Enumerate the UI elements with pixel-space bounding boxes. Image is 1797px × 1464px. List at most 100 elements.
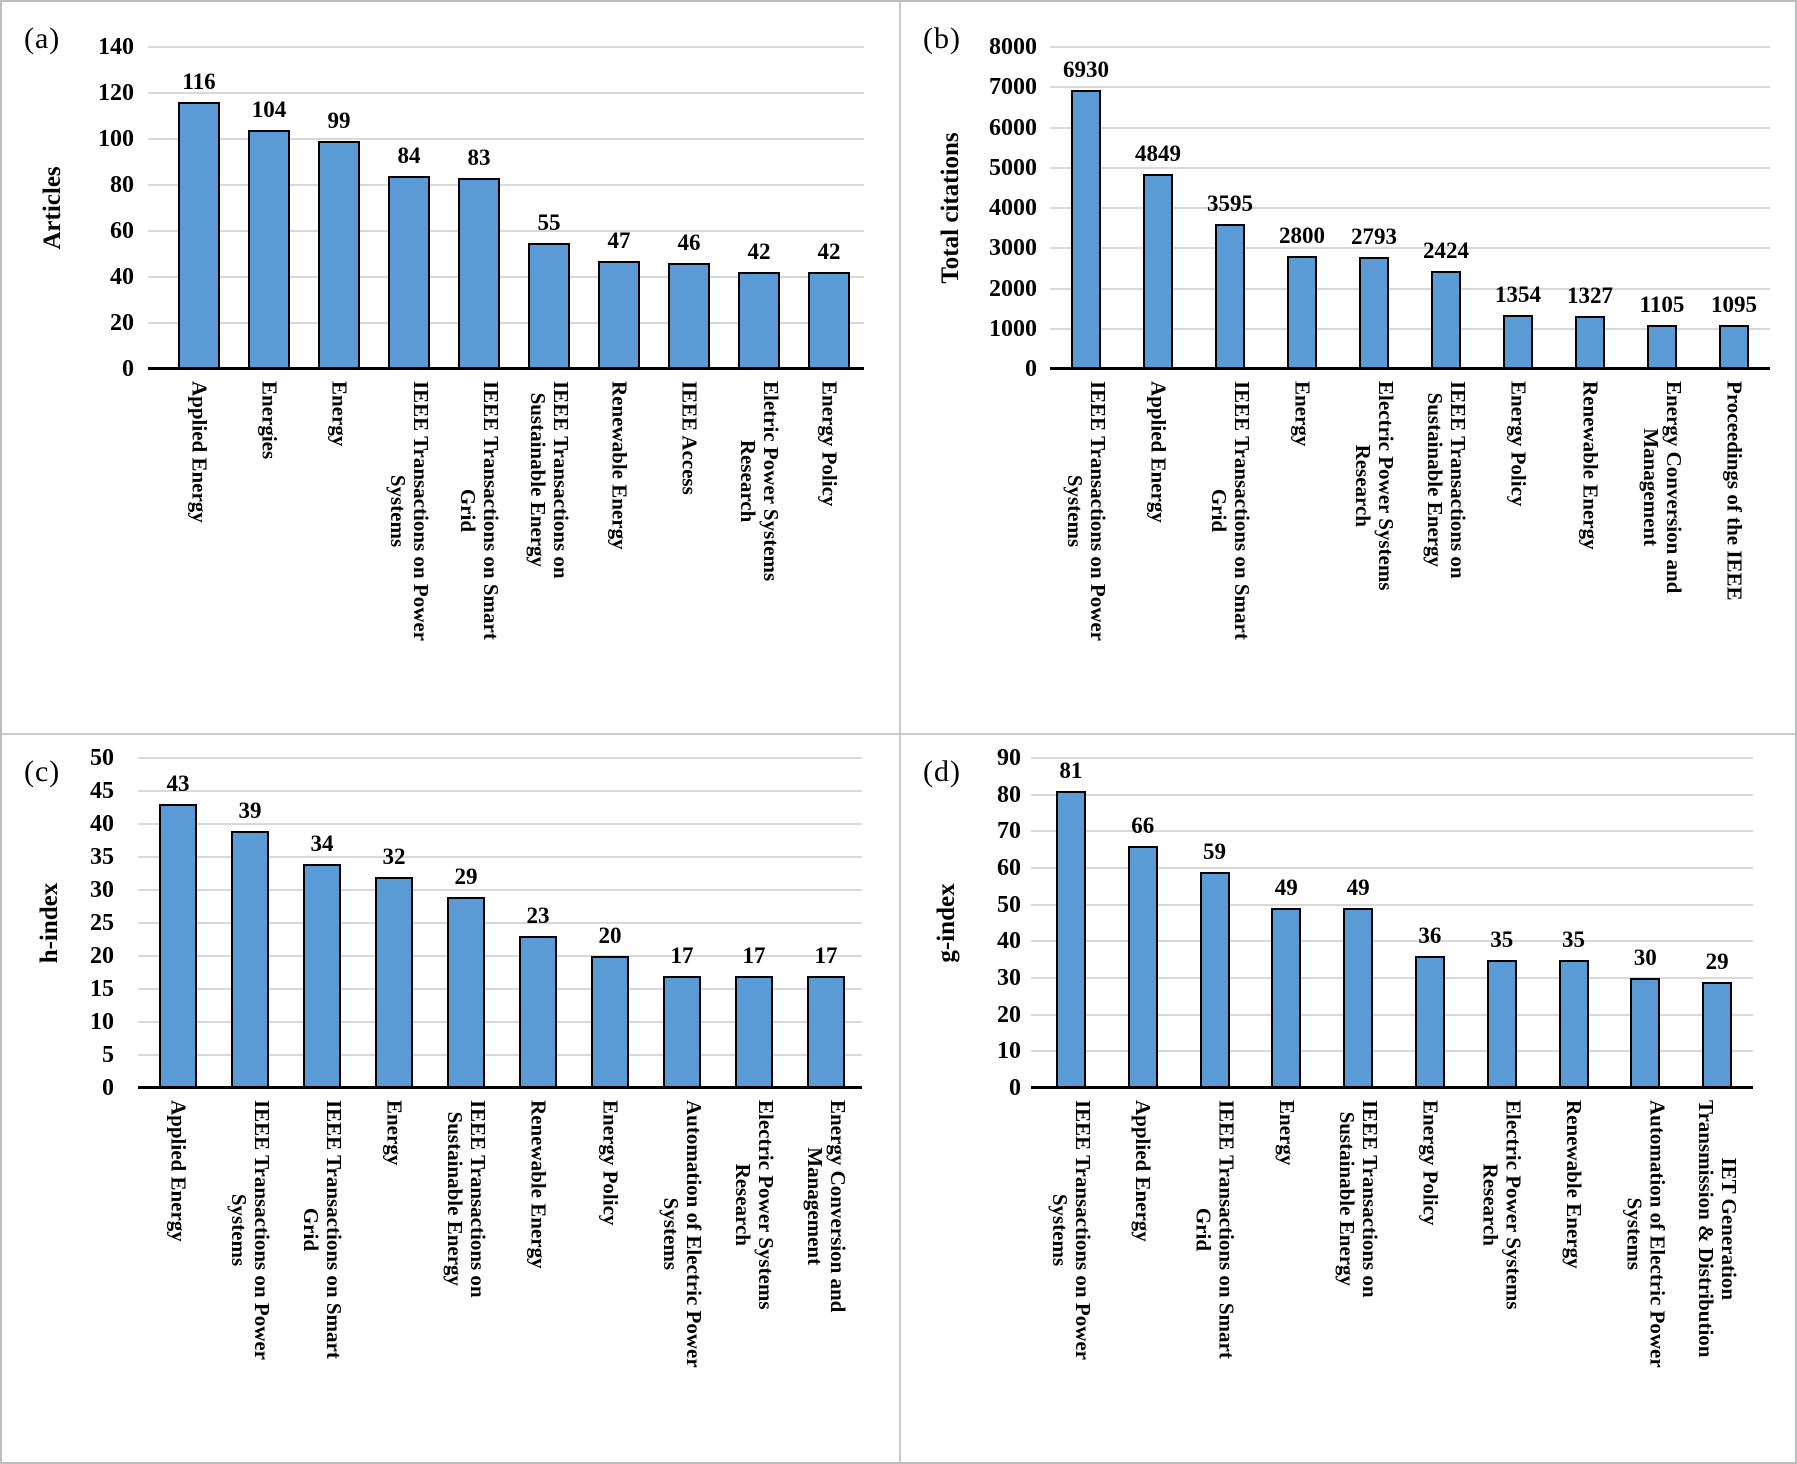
- x-axis-line: [1031, 1086, 1753, 1089]
- panel-letter: (a): [24, 22, 61, 55]
- category-label: Eletric Power Systems Research: [736, 381, 783, 582]
- bar-value-label: 17: [814, 942, 838, 968]
- gridline: [1031, 1050, 1753, 1053]
- x-axis-line: [138, 1086, 862, 1089]
- gridline: [138, 757, 862, 759]
- bar: [178, 102, 220, 369]
- y-tick-label: 20: [997, 1001, 1021, 1028]
- y-tick-label: 80: [997, 781, 1021, 808]
- gridline: [1050, 247, 1770, 250]
- plot-area: 0 20 40 60 80 100 120 140 116 Applied Energy 104 En…: [2, 2, 899, 731]
- y-tick-label: 45: [90, 778, 114, 804]
- panel-divider-vertical: [899, 2, 901, 1462]
- category-label: IEEE Transactions on Smart Grid: [456, 381, 503, 640]
- category-label: Energy: [1290, 381, 1315, 447]
- y-tick-label: 5000: [989, 154, 1037, 181]
- gridline: [1031, 830, 1753, 833]
- y-tick-label: 60: [997, 855, 1021, 881]
- y-tick-label: 0: [1009, 1075, 1021, 1101]
- gridline: [1050, 86, 1770, 89]
- y-tick-label: 25: [90, 910, 114, 936]
- category-label: Automation of Electric Power Systems: [1622, 1100, 1670, 1368]
- bar: [388, 175, 430, 369]
- bar: [528, 242, 570, 369]
- bar-value-label: 2800: [1279, 223, 1325, 249]
- category-label: Renewable Energy: [607, 381, 632, 550]
- bar-value-label: 34: [310, 830, 334, 856]
- x-axis-line: [1050, 367, 1770, 370]
- y-tick-label: 50: [90, 745, 114, 771]
- gridline: [138, 790, 862, 792]
- gridline: [138, 988, 862, 990]
- category-label: Energy: [1274, 1100, 1299, 1166]
- bar: [159, 804, 197, 1088]
- bar: [1431, 271, 1461, 369]
- category-label: Energy Policy: [1418, 1100, 1443, 1226]
- gridline: [138, 922, 862, 924]
- y-tick-label: 140: [98, 34, 134, 60]
- bar-value-label: 1354: [1495, 281, 1541, 307]
- bar-value-label: 17: [670, 942, 694, 968]
- gridline: [1031, 977, 1753, 979]
- category-label: Electric Power Systems Research: [1478, 1100, 1526, 1310]
- category-label: IEEE Transactions on Smart Grid: [299, 1100, 346, 1359]
- gridline: [1031, 1013, 1753, 1016]
- y-tick-label: 40: [90, 811, 114, 837]
- bar: [248, 129, 290, 369]
- bar: [663, 975, 701, 1088]
- gridline: [148, 184, 864, 186]
- bar: [303, 863, 341, 1088]
- bar-value-label: 99: [327, 108, 351, 134]
- gridline: [1050, 287, 1770, 290]
- bar-value-label: 20: [598, 923, 622, 948]
- bar-value-label: 29: [454, 863, 478, 889]
- bar: [1503, 314, 1533, 369]
- bar: [447, 896, 485, 1088]
- bar-value-label: 2793: [1351, 223, 1397, 249]
- y-tick-label: 20: [110, 310, 134, 336]
- bar: [1414, 956, 1445, 1088]
- gridline: [1031, 757, 1753, 759]
- y-tick-label: 7000: [989, 74, 1037, 101]
- y-tick-label: 35: [90, 844, 114, 870]
- gridline: [1031, 867, 1753, 869]
- gridline: [138, 955, 862, 957]
- category-label: Energy Policy: [1506, 381, 1531, 507]
- gridline: [148, 276, 864, 278]
- bar-value-label: 39: [238, 797, 262, 823]
- bar-value-label: 1327: [1567, 282, 1613, 308]
- bar: [1486, 959, 1517, 1088]
- bar: [808, 272, 850, 369]
- y-tick-label: 0: [1025, 356, 1037, 382]
- category-label: IET Generation Transmission & Distributi…: [1694, 1100, 1742, 1358]
- y-tick-label: 30: [997, 965, 1021, 991]
- bar-value-label: 6930: [1063, 57, 1109, 83]
- bar-value-label: 46: [677, 230, 701, 256]
- category-label: IEEE Transactions on Sustainable Energy: [443, 1100, 490, 1298]
- bar: [1343, 908, 1374, 1088]
- category-label: Applied Energy: [1146, 381, 1171, 523]
- y-tick-label: 6000: [989, 114, 1037, 141]
- bar: [1558, 959, 1589, 1088]
- gridline: [1050, 126, 1770, 129]
- category-label: IEEE Transactions on Sustainable Energy: [526, 381, 573, 579]
- category-label: Renewable Energy: [526, 1100, 551, 1269]
- bar-value-label: 43: [166, 771, 190, 797]
- bar: [1055, 791, 1086, 1088]
- gridline: [1050, 166, 1770, 169]
- gridline: [148, 92, 864, 94]
- bar-value-label: 83: [467, 145, 491, 171]
- bar-value-label: 29: [1705, 948, 1729, 974]
- panel-letter: (d): [923, 755, 961, 788]
- category-label: Proceedings of the IEEE: [1722, 381, 1747, 601]
- y-tick-label: 8000: [989, 34, 1037, 60]
- bar: [231, 830, 269, 1088]
- bar-value-label: 35: [1490, 926, 1514, 952]
- y-tick-label: 40: [110, 264, 134, 290]
- bar: [519, 936, 557, 1088]
- y-tick-label: 10: [90, 1009, 114, 1035]
- category-label: Energy Policy: [817, 381, 842, 507]
- bar-value-label: 17: [742, 942, 766, 968]
- gridline: [1050, 207, 1770, 209]
